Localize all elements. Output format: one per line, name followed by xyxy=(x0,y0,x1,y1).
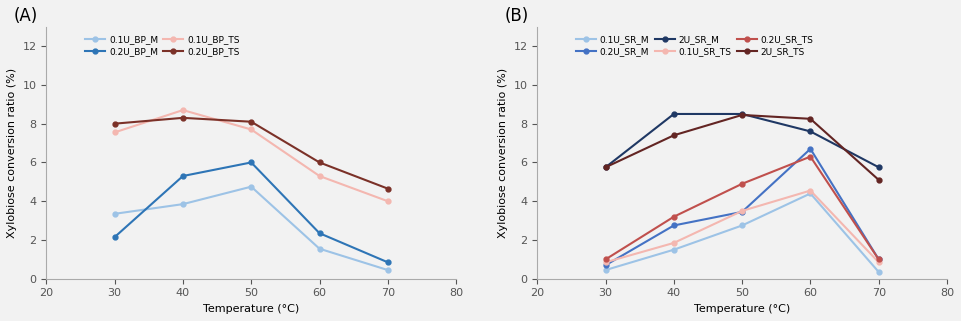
Line: 2U_SR_TS: 2U_SR_TS xyxy=(604,112,881,182)
0.2U_BP_TS xyxy=(177,116,188,120)
0.2U_SR_TS xyxy=(600,257,611,261)
2U_SR_TS xyxy=(804,117,816,121)
0.2U_BP_TS xyxy=(245,120,257,124)
0.1U_SR_M xyxy=(668,248,679,252)
0.2U_BP_M xyxy=(313,231,325,235)
0.2U_SR_TS xyxy=(736,182,748,186)
2U_SR_M xyxy=(600,165,611,169)
2U_SR_M xyxy=(873,165,884,169)
2U_SR_M xyxy=(804,129,816,133)
0.2U_BP_M xyxy=(177,174,188,178)
0.1U_BP_M xyxy=(109,212,120,216)
0.2U_BP_M xyxy=(382,260,394,264)
2U_SR_TS xyxy=(873,178,884,182)
2U_SR_TS xyxy=(668,133,679,137)
Line: 0.1U_BP_M: 0.1U_BP_M xyxy=(112,184,390,273)
Line: 0.1U_SR_M: 0.1U_SR_M xyxy=(604,191,881,274)
Line: 0.2U_SR_M: 0.2U_SR_M xyxy=(604,146,881,268)
Line: 0.2U_BP_M: 0.2U_BP_M xyxy=(112,160,390,265)
0.2U_SR_M xyxy=(736,210,748,214)
0.1U_BP_M xyxy=(245,185,257,189)
Y-axis label: Xylobiose conversion ratio (%): Xylobiose conversion ratio (%) xyxy=(498,68,507,238)
0.1U_SR_TS xyxy=(873,260,884,264)
0.1U_SR_TS xyxy=(668,241,679,245)
0.2U_SR_TS xyxy=(668,215,679,219)
0.2U_SR_M xyxy=(668,223,679,227)
2U_SR_M xyxy=(668,112,679,116)
0.1U_SR_M xyxy=(804,192,816,195)
Line: 2U_SR_M: 2U_SR_M xyxy=(604,111,881,170)
0.2U_SR_M xyxy=(600,263,611,267)
0.1U_BP_TS xyxy=(313,174,325,178)
0.1U_BP_M xyxy=(313,247,325,251)
Line: 0.2U_SR_TS: 0.2U_SR_TS xyxy=(604,154,881,262)
0.2U_SR_M xyxy=(873,257,884,261)
0.1U_BP_TS xyxy=(245,127,257,131)
2U_SR_TS xyxy=(736,113,748,117)
X-axis label: Temperature (°C): Temperature (°C) xyxy=(694,304,790,314)
0.1U_SR_TS xyxy=(600,260,611,264)
2U_SR_M xyxy=(736,112,748,116)
0.2U_BP_TS xyxy=(313,160,325,164)
Line: 0.1U_SR_TS: 0.1U_SR_TS xyxy=(604,188,881,265)
0.1U_BP_TS xyxy=(177,108,188,112)
Legend: 0.1U_SR_M, 0.2U_SR_M, 2U_SR_M, 0.1U_SR_TS, 0.2U_SR_TS, 2U_SR_TS: 0.1U_SR_M, 0.2U_SR_M, 2U_SR_M, 0.1U_SR_T… xyxy=(575,34,815,58)
0.1U_SR_M xyxy=(736,223,748,227)
0.1U_SR_M xyxy=(873,270,884,274)
0.1U_BP_TS xyxy=(382,199,394,203)
0.1U_SR_M xyxy=(600,268,611,272)
0.2U_SR_TS xyxy=(804,155,816,159)
0.2U_SR_TS xyxy=(873,257,884,261)
0.2U_BP_M xyxy=(109,235,120,239)
X-axis label: Temperature (°C): Temperature (°C) xyxy=(203,304,299,314)
0.1U_SR_TS xyxy=(804,189,816,193)
0.2U_BP_TS xyxy=(382,187,394,191)
Y-axis label: Xylobiose conversion ratio (%): Xylobiose conversion ratio (%) xyxy=(7,68,17,238)
Text: (A): (A) xyxy=(13,6,37,24)
0.1U_BP_M xyxy=(382,268,394,272)
Line: 0.1U_BP_TS: 0.1U_BP_TS xyxy=(112,108,390,204)
0.1U_BP_M xyxy=(177,202,188,206)
0.2U_SR_M xyxy=(804,147,816,151)
0.2U_BP_TS xyxy=(109,122,120,126)
0.2U_BP_M xyxy=(245,160,257,164)
Text: (B): (B) xyxy=(505,6,529,24)
Line: 0.2U_BP_TS: 0.2U_BP_TS xyxy=(112,116,390,191)
Legend: 0.1U_BP_M, 0.2U_BP_M, 0.1U_BP_TS, 0.2U_BP_TS: 0.1U_BP_M, 0.2U_BP_M, 0.1U_BP_TS, 0.2U_B… xyxy=(84,34,241,58)
0.1U_SR_TS xyxy=(736,209,748,213)
0.1U_BP_TS xyxy=(109,130,120,134)
2U_SR_TS xyxy=(600,165,611,169)
